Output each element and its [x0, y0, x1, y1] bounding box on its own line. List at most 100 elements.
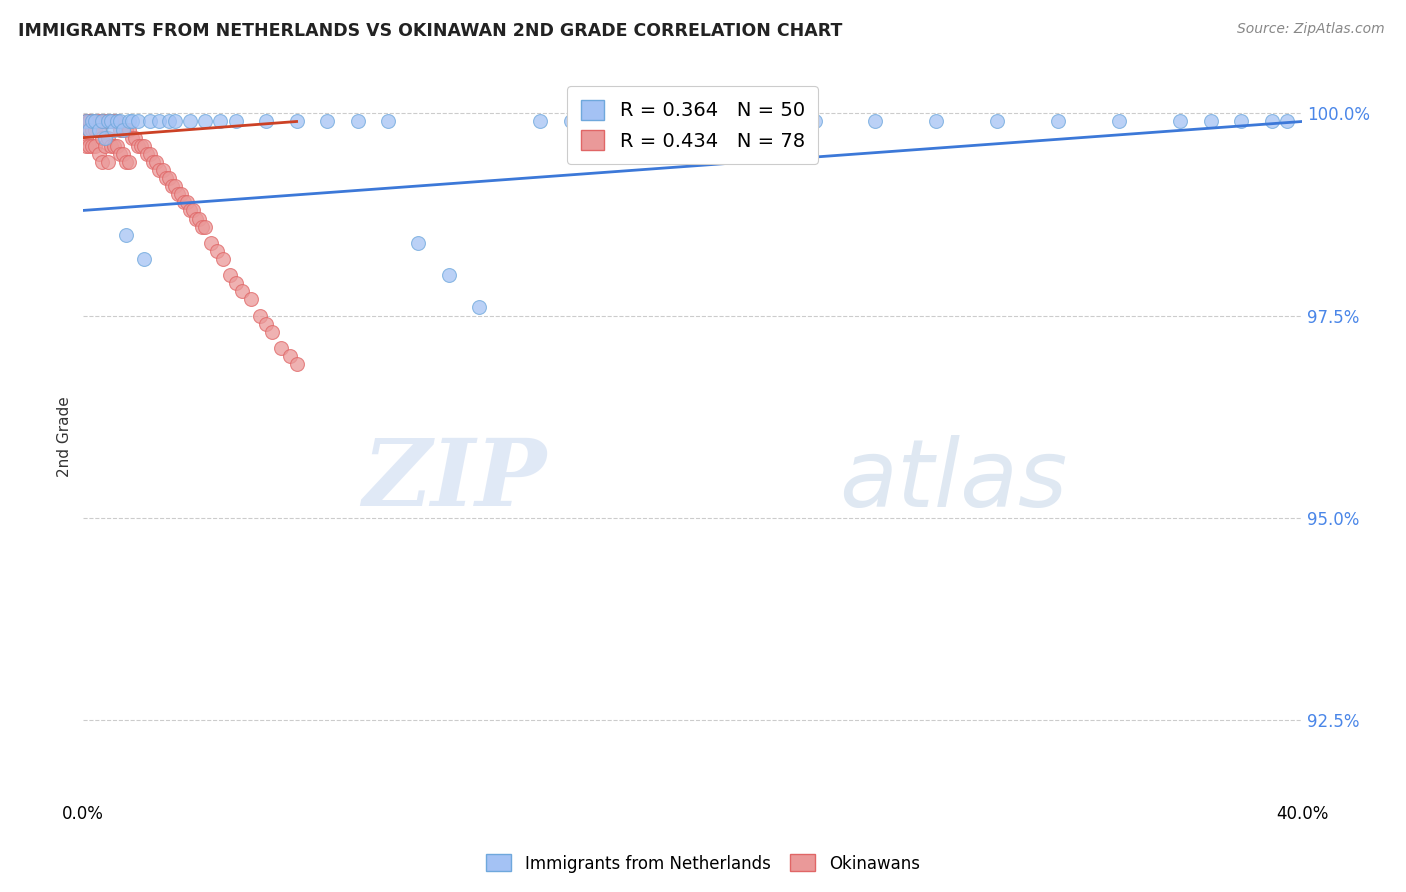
Point — [121, 130, 143, 145]
Point — [82, 114, 104, 128]
Point — [105, 114, 128, 128]
Point — [166, 187, 188, 202]
Point — [1275, 114, 1298, 128]
Point — [346, 114, 368, 128]
Point — [97, 155, 120, 169]
Point — [84, 122, 107, 136]
Point — [1108, 114, 1130, 128]
Point — [249, 309, 271, 323]
Y-axis label: 2nd Grade: 2nd Grade — [58, 396, 72, 477]
Point — [437, 268, 460, 282]
Point — [90, 130, 112, 145]
Point — [82, 122, 104, 136]
Point — [105, 138, 128, 153]
Text: ZIP: ZIP — [363, 435, 547, 525]
Point — [270, 341, 292, 355]
Point — [97, 114, 120, 128]
Point — [108, 146, 131, 161]
Point — [134, 252, 156, 266]
Legend: Immigrants from Netherlands, Okinawans: Immigrants from Netherlands, Okinawans — [479, 847, 927, 880]
Point — [225, 114, 247, 128]
Point — [103, 122, 125, 136]
Point — [79, 122, 101, 136]
Point — [108, 122, 131, 136]
Point — [218, 268, 240, 282]
Point — [170, 187, 193, 202]
Point — [82, 114, 104, 128]
Point — [200, 235, 222, 250]
Point — [157, 114, 180, 128]
Point — [620, 114, 643, 128]
Point — [262, 325, 284, 339]
Point — [87, 146, 110, 161]
Point — [84, 114, 107, 128]
Point — [139, 114, 162, 128]
Point — [181, 203, 204, 218]
Point — [194, 219, 217, 234]
Point — [160, 179, 183, 194]
Point — [468, 301, 491, 315]
Point — [84, 138, 107, 153]
Point — [925, 114, 948, 128]
Point — [87, 122, 110, 136]
Point — [145, 155, 167, 169]
Point — [100, 114, 122, 128]
Point — [188, 211, 211, 226]
Point — [225, 276, 247, 290]
Point — [93, 114, 115, 128]
Point — [239, 293, 262, 307]
Point — [191, 219, 214, 234]
Point — [136, 146, 159, 161]
Point — [75, 130, 97, 145]
Point — [207, 244, 229, 258]
Point — [157, 171, 180, 186]
Point — [75, 114, 97, 128]
Point — [212, 252, 235, 266]
Point — [105, 114, 128, 128]
Point — [173, 195, 195, 210]
Point — [155, 171, 177, 186]
Point — [129, 138, 152, 153]
Point — [79, 122, 101, 136]
Point — [108, 114, 131, 128]
Point — [87, 122, 110, 136]
Point — [254, 317, 277, 331]
Point — [118, 122, 141, 136]
Point — [865, 114, 887, 128]
Point — [111, 122, 134, 136]
Point — [100, 138, 122, 153]
Text: Source: ZipAtlas.com: Source: ZipAtlas.com — [1237, 22, 1385, 37]
Point — [1260, 114, 1282, 128]
Point — [82, 138, 104, 153]
Point — [115, 155, 138, 169]
Point — [139, 146, 162, 161]
Point — [163, 114, 186, 128]
Point — [127, 138, 149, 153]
Point — [118, 155, 141, 169]
Point — [115, 122, 138, 136]
Point — [529, 114, 551, 128]
Point — [148, 163, 170, 178]
Point — [194, 114, 217, 128]
Point — [560, 114, 582, 128]
Point — [90, 114, 112, 128]
Point — [803, 114, 825, 128]
Point — [152, 163, 174, 178]
Point — [316, 114, 339, 128]
Point — [986, 114, 1008, 128]
Point — [79, 114, 101, 128]
Point — [254, 114, 277, 128]
Point — [142, 155, 165, 169]
Point — [231, 285, 253, 299]
Point — [97, 114, 120, 128]
Point — [163, 179, 186, 194]
Point — [84, 114, 107, 128]
Point — [682, 114, 704, 128]
Text: IMMIGRANTS FROM NETHERLANDS VS OKINAWAN 2ND GRADE CORRELATION CHART: IMMIGRANTS FROM NETHERLANDS VS OKINAWAN … — [18, 22, 842, 40]
Point — [742, 114, 765, 128]
Point — [103, 138, 125, 153]
Point — [1230, 114, 1253, 128]
Point — [121, 114, 143, 128]
Point — [93, 130, 115, 145]
Point — [87, 114, 110, 128]
